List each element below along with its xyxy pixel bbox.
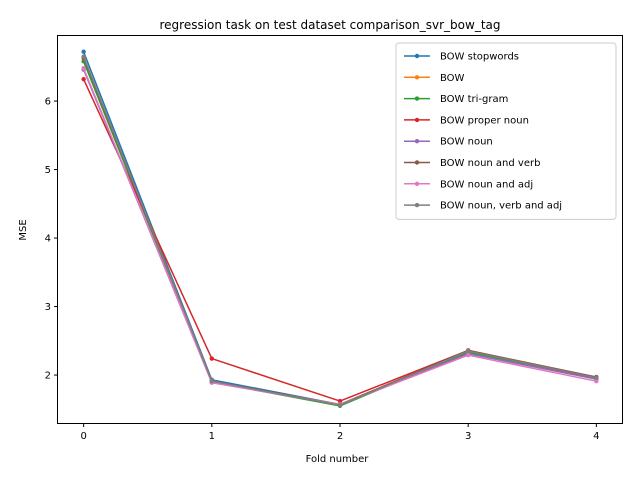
legend-box <box>395 42 617 220</box>
legend-entry: BOW noun <box>404 137 493 148</box>
y-tick-label: 6 <box>45 97 51 108</box>
legend-marker <box>414 117 420 123</box>
x-tick-label: 4 <box>593 431 599 442</box>
x-axis-label: Fold number <box>306 454 370 465</box>
legend-entry: BOW noun and adj <box>404 179 533 190</box>
x-tick-label: 3 <box>465 431 471 442</box>
y-tick-label: 5 <box>45 165 51 176</box>
legend-marker <box>414 139 420 144</box>
legend-label: BOW noun <box>440 137 493 148</box>
data-point <box>337 398 343 404</box>
legend-entry: BOW <box>404 73 465 84</box>
x-tick-label: 2 <box>337 431 343 442</box>
y-axis-label: MSE <box>18 219 29 240</box>
legend-label: BOW <box>440 73 465 84</box>
data-point <box>81 49 86 54</box>
y-tick-label: 2 <box>45 371 51 382</box>
legend-entry: BOW tri-gram <box>404 94 508 105</box>
legend-entry: BOW noun, verb and adj <box>404 201 562 212</box>
legend-marker <box>414 53 420 59</box>
legend-entry: BOW stopwords <box>404 52 519 63</box>
legend-marker <box>414 96 420 101</box>
series-bow-noun-verb-and-adj <box>81 54 599 408</box>
legend-label: BOW noun and adj <box>440 179 533 190</box>
data-point <box>465 348 471 354</box>
plot-area-frame <box>57 35 623 424</box>
data-point <box>81 54 86 59</box>
legend-entry: BOW proper noun <box>404 115 529 126</box>
data-point <box>594 375 599 380</box>
legend-label: BOW tri-gram <box>440 94 508 105</box>
data-point <box>465 352 471 358</box>
legend-label: BOW noun and verb <box>440 158 540 169</box>
data-point <box>81 65 86 71</box>
data-point <box>81 76 86 82</box>
legend-marker <box>414 202 420 208</box>
legend-label: BOW proper noun <box>440 115 529 126</box>
legend-marker <box>414 75 420 80</box>
legend-entry: BOW noun and verb <box>404 158 540 169</box>
x-tick-label: 0 <box>80 431 86 442</box>
legend-marker <box>414 181 420 186</box>
y-tick-label: 4 <box>45 234 51 245</box>
legend-marker <box>414 160 420 165</box>
data-point <box>209 379 215 384</box>
data-point <box>594 379 599 384</box>
data-point <box>209 356 215 361</box>
chart-title: regression task on test dataset comparis… <box>159 18 500 32</box>
data-point <box>337 402 343 408</box>
legend-label: BOW noun, verb and adj <box>440 201 562 212</box>
legend-label: BOW stopwords <box>440 52 519 63</box>
x-tick-label: 1 <box>209 431 215 442</box>
y-tick-label: 3 <box>45 302 51 313</box>
